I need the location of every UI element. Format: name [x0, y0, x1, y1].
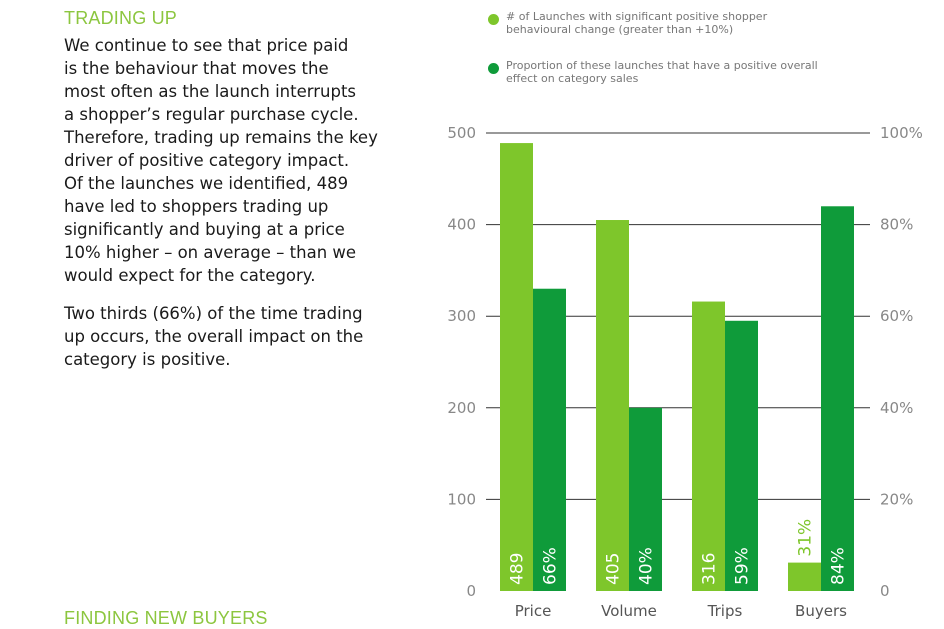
x-tick-label-trips: Trips: [707, 602, 743, 620]
data-label-price-series-2: 66%: [541, 547, 561, 585]
bar-trips-series-2: [725, 320, 758, 591]
y-right-tick-label: 60%: [880, 307, 913, 325]
data-label-price-series-1: 489: [508, 553, 528, 585]
y-left-tick-label: 500: [447, 124, 476, 142]
bar-buyers-series-1: [788, 562, 821, 591]
body-paragraph-2: Two thirds (66%) of the time trading up …: [64, 304, 364, 369]
data-label-trips-series-1: 316: [700, 553, 720, 585]
bar-price-series-1: [500, 143, 533, 592]
y-left-tick-label: 100: [447, 490, 476, 508]
bar-price-series-2: [533, 288, 566, 591]
y-right-tick-label: 0: [880, 582, 890, 600]
bar-buyers-series-2: [821, 206, 854, 591]
data-label-buyers-series-2: 84%: [829, 547, 849, 585]
section-heading-finding-new-buyers: FINDING NEW BUYERS: [64, 608, 268, 628]
data-label-volume-series-1: 405: [604, 553, 624, 585]
x-tick-label-volume: Volume: [601, 602, 657, 620]
y-right-tick-label: 20%: [880, 490, 913, 508]
y-right-tick-label: 100%: [880, 124, 923, 142]
bar-volume-series-2: [629, 407, 662, 591]
x-tick-label-price: Price: [515, 602, 552, 620]
y-right-tick-label: 40%: [880, 399, 913, 417]
legend-label-proportion: Proportion of these launches that have a…: [506, 59, 818, 85]
bar-volume-series-1: [596, 220, 629, 591]
legend-swatch-dark-green: [488, 63, 499, 74]
x-tick-label-buyers: Buyers: [795, 602, 847, 620]
body-paragraph-1: We continue to see that price paid is th…: [64, 36, 378, 285]
data-label-trips-series-2: 59%: [733, 547, 753, 585]
data-label-buyers-series-1: 31%: [796, 519, 816, 557]
y-left-tick-label: 300: [447, 307, 476, 325]
y-left-tick-label: 0: [466, 582, 476, 600]
y-right-tick-label: 80%: [880, 216, 913, 234]
bar-trips-series-1: [692, 301, 725, 591]
y-left-tick-label: 200: [447, 399, 476, 417]
legend-label-launches: # of Launches with significant positive …: [506, 10, 768, 36]
data-label-volume-series-2: 40%: [637, 547, 657, 585]
y-left-tick-label: 400: [447, 216, 476, 234]
section-heading-trading-up: TRADING UP: [64, 8, 178, 28]
legend-swatch-light-green: [488, 14, 499, 25]
